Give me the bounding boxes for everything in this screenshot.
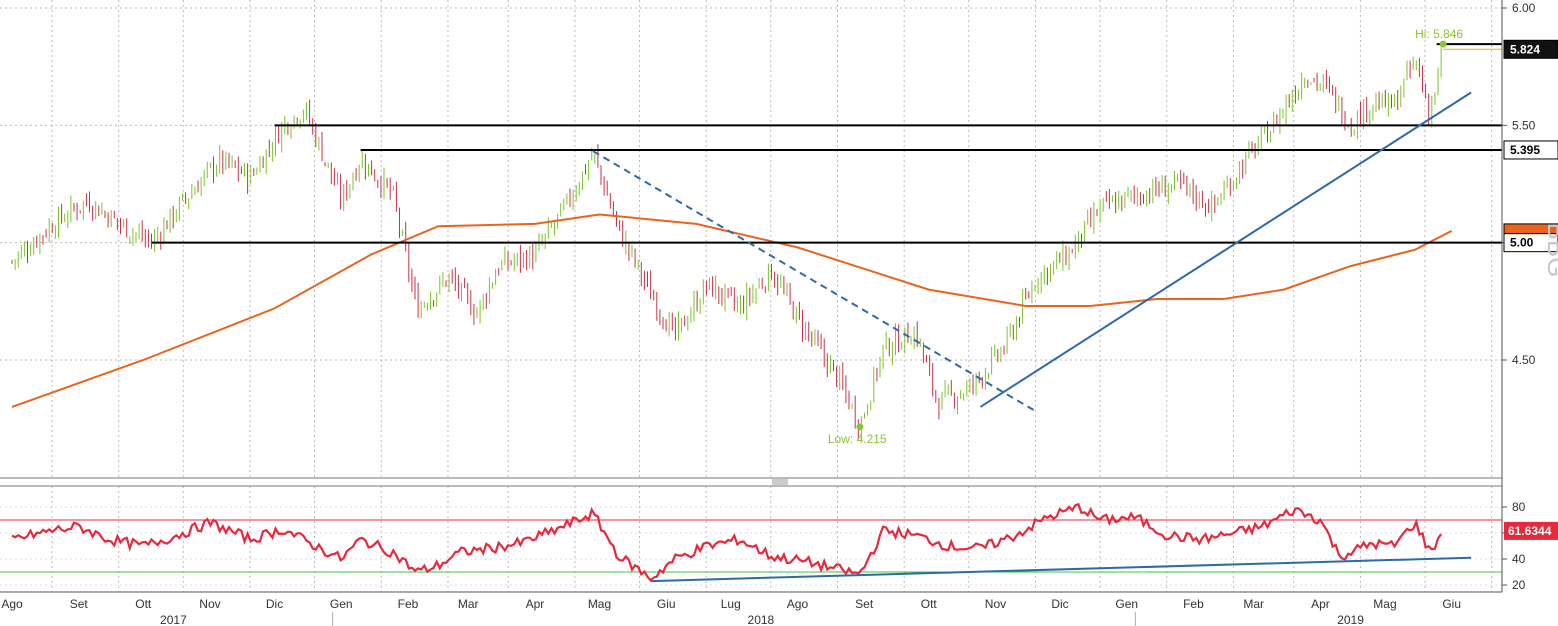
price-tag	[1503, 140, 1558, 160]
x-tick-label: Feb	[1183, 597, 1204, 611]
rsi-value-label: 61.6344	[1508, 524, 1552, 538]
x-tick-label: Ago	[1, 597, 23, 611]
x-tick-label: Set	[855, 597, 874, 611]
y-tick-label: 4.50	[1512, 353, 1536, 367]
x-tick-label: Giu	[657, 597, 676, 611]
price-tag-label: 5.395	[1510, 143, 1540, 157]
trendline	[592, 150, 1037, 413]
x-tick-label: Lug	[721, 597, 741, 611]
x-tick-label: Ott	[135, 597, 152, 611]
y-tick-label: 6.00	[1512, 1, 1536, 15]
rsi-tick-label: 40	[1512, 552, 1526, 566]
x-tick-label: Nov	[985, 597, 1006, 611]
y-tick-label: 5.50	[1512, 118, 1536, 132]
x-tick-label: Ago	[787, 597, 809, 611]
x-tick-label: Gen	[1115, 597, 1138, 611]
extreme-marker	[856, 423, 864, 431]
gridlines	[0, 0, 1502, 592]
extreme-label: Hi: 5.846	[1415, 27, 1463, 41]
price-tag	[1503, 39, 1558, 59]
x-tick-label: Dic	[266, 597, 283, 611]
x-tick-label: Mag	[1373, 597, 1396, 611]
x-tick-label: Mag	[588, 597, 611, 611]
price-tag-label: 5.00	[1510, 236, 1534, 250]
panel-splitter-handle	[772, 479, 788, 485]
x-tick-label: Set	[70, 597, 89, 611]
x-tick-label: Mar	[458, 597, 479, 611]
x-year-label: 2018	[748, 613, 775, 626]
x-year-label: 2017	[160, 613, 187, 626]
rsi-value-tag	[1504, 521, 1558, 540]
trendline	[979, 91, 1472, 408]
x-tick-label: Gen	[330, 597, 353, 611]
price-tag-label: 5.824	[1510, 42, 1540, 56]
x-tick-label: Mar	[1243, 597, 1264, 611]
x-tick-label: Nov	[199, 597, 220, 611]
rsi-tick-label: 80	[1512, 500, 1526, 514]
x-tick-label: Giu	[1442, 597, 1461, 611]
x-tick-label: Ott	[921, 597, 938, 611]
x-year-label: 2019	[1337, 613, 1364, 626]
moving-average-line	[11, 213, 1453, 408]
x-tick-label: Apr	[526, 597, 545, 611]
rsi-trendline	[651, 556, 1472, 583]
rsi-tick-label: 20	[1512, 578, 1526, 592]
rsi-line	[11, 502, 1442, 582]
x-tick-label: Apr	[1311, 597, 1330, 611]
rsi-panel	[0, 502, 1502, 583]
extreme-label: Low: 4.215	[828, 432, 887, 446]
price-panel	[11, 40, 1502, 441]
extreme-marker	[1439, 40, 1447, 48]
axes	[0, 0, 1507, 626]
price-tag	[1503, 233, 1558, 253]
x-tick-label: Feb	[398, 597, 419, 611]
x-tick-label: Dic	[1051, 597, 1068, 611]
bloomberg-watermark: BBG	[1542, 223, 1558, 278]
